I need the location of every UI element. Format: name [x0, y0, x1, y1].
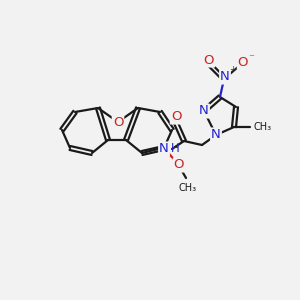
Text: O: O — [171, 110, 181, 124]
Text: O: O — [238, 56, 248, 68]
Text: H: H — [171, 142, 180, 155]
Text: CH₃: CH₃ — [254, 122, 272, 132]
Text: O: O — [204, 53, 214, 67]
Text: O: O — [113, 116, 123, 128]
Text: N: N — [199, 104, 209, 118]
Text: +: + — [229, 65, 236, 74]
Text: ⁻: ⁻ — [248, 53, 254, 63]
Text: CH₃: CH₃ — [179, 183, 197, 193]
Text: O: O — [174, 158, 184, 172]
Text: N: N — [159, 142, 169, 155]
Text: N: N — [220, 70, 230, 83]
Text: N: N — [211, 128, 221, 142]
